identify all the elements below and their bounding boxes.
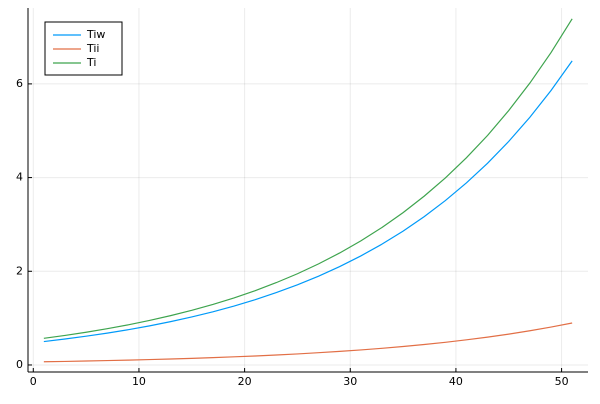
x-tick-label: 50 bbox=[555, 375, 569, 388]
legend-label: Tiw bbox=[86, 28, 105, 41]
legend-label: Tii bbox=[86, 42, 100, 55]
x-tick-label: 40 bbox=[449, 375, 463, 388]
x-tick-label: 10 bbox=[132, 375, 146, 388]
legend-label: Ti bbox=[86, 56, 96, 69]
series-line bbox=[43, 18, 573, 339]
x-tick-label: 30 bbox=[343, 375, 357, 388]
y-tick-label: 6 bbox=[16, 77, 23, 90]
series-line bbox=[43, 322, 573, 363]
x-tick-label: 0 bbox=[30, 375, 37, 388]
y-tick-label: 2 bbox=[16, 264, 23, 277]
x-tick-label: 20 bbox=[238, 375, 252, 388]
series-line bbox=[43, 60, 573, 343]
y-tick-label: 4 bbox=[16, 171, 23, 184]
y-tick-label: 0 bbox=[16, 358, 23, 371]
